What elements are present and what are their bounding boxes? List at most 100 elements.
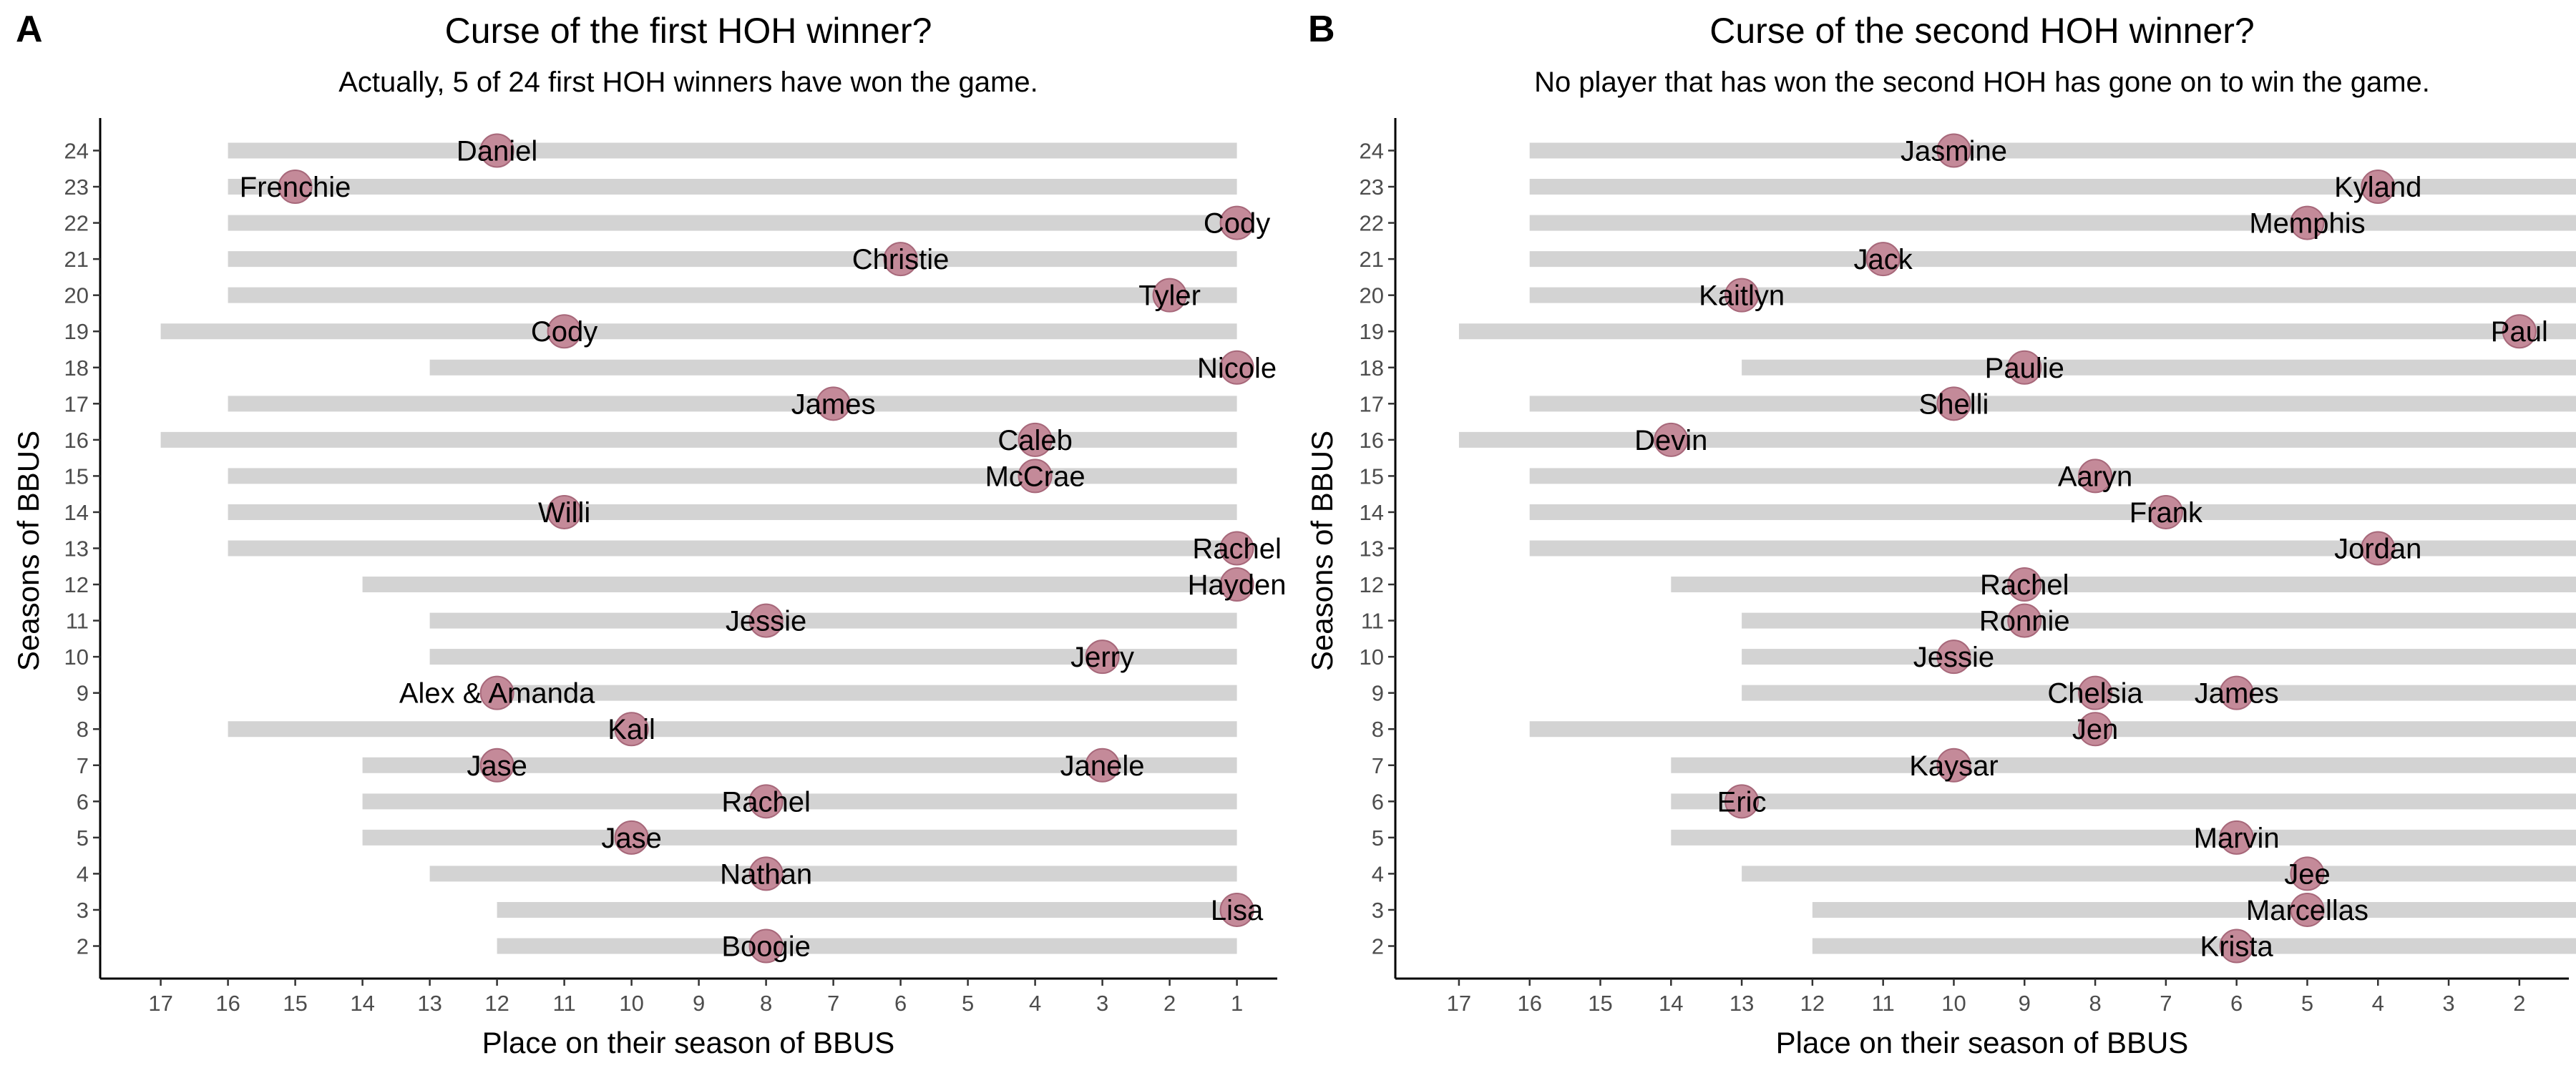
- panel-a-point-17: [1219, 350, 1254, 385]
- panel-b-x-axis-title: Place on their season of BBUS: [1776, 1026, 2189, 1059]
- panel-b-ranges: [1458, 142, 2576, 954]
- panel-a-point-label: Lisa: [1211, 895, 1264, 926]
- panel-b-point-0: [2219, 929, 2254, 964]
- panel-b-point-16: [1936, 386, 1971, 421]
- panel-a-y-tick-label: 3: [77, 898, 89, 923]
- panel-a-y-axis-title: Seasons of BBUS: [11, 431, 45, 671]
- panel-a-x-tick-label: 9: [693, 991, 705, 1016]
- panel-b-y-tick-label: 16: [1360, 428, 1384, 453]
- panel-a-point-8: [479, 675, 514, 710]
- panel-b-y-tick-label: 9: [1372, 681, 1384, 706]
- panel-a-x-tick-label: 16: [215, 991, 240, 1016]
- panel-a-x-tick-label: 17: [148, 991, 172, 1016]
- panel-a-y-tick-label: 8: [77, 717, 89, 742]
- panel-a-x-tick-label: 14: [350, 991, 374, 1016]
- panel-a-point-label: Frenchie: [240, 172, 351, 203]
- panel-a-point-label: Rachel: [721, 786, 811, 818]
- panel-b-letter: B: [1308, 9, 1335, 50]
- panel-a-x-tick-label: 7: [827, 991, 839, 1016]
- panel-b-x-tick-label: 12: [1800, 991, 1825, 1016]
- panel-b-point-label: Rachel: [1980, 569, 2069, 601]
- panel-a-subtitle: Actually, 5 of 24 first HOH winners have…: [338, 67, 1038, 98]
- panel-a-y-tick-label: 5: [77, 825, 89, 851]
- panel-a-point-3: [614, 820, 649, 855]
- panel-a-point-label: Christie: [852, 244, 950, 275]
- panel-b-y-tick-label: 8: [1372, 717, 1384, 742]
- panel-b-point-label: Jessie: [1913, 642, 1994, 673]
- panel-a-x-tick-label: 10: [619, 991, 643, 1016]
- panel-a-point-16: [816, 386, 851, 421]
- panel-b-x-tick-label: 3: [2442, 991, 2454, 1016]
- panel-b-point-2: [2290, 856, 2325, 891]
- panel-a-y-tick-label: 14: [64, 500, 89, 525]
- panel-b-point-label: Marvin: [2194, 823, 2280, 854]
- panel-a-point-2: [748, 856, 784, 891]
- panel-a-x-tick-label: 3: [1096, 991, 1108, 1016]
- panel-a-ranges: [160, 142, 1237, 954]
- panel-b-point-22: [2361, 170, 2396, 205]
- panel-b: B Curse of the second HOH winner? No pla…: [1305, 9, 2576, 1059]
- panel-a-point-7: [614, 712, 649, 747]
- panel-a-x-tick-label: 13: [417, 991, 441, 1016]
- panel-b-point-label: Memphis: [2249, 208, 2365, 240]
- panel-b-y-tick-label: 19: [1360, 319, 1384, 344]
- panel-a-point-5: [479, 748, 514, 783]
- panel-a-point-10: [748, 603, 784, 638]
- panel-b-point-label: Eric: [1717, 786, 1767, 818]
- panel-a-y-tick-label: 6: [77, 789, 89, 814]
- panel-a-y-tick-label: 18: [64, 356, 89, 381]
- panel-a-x-tick-label: 4: [1029, 991, 1041, 1016]
- panel-b-point-label: Paulie: [1985, 353, 2064, 384]
- panel-b-y-tick-label: 10: [1360, 645, 1384, 670]
- panel-b-point-19: [1724, 278, 1760, 313]
- panel-a-x-tick-label: 2: [1163, 991, 1176, 1016]
- panel-b-x-tick-label: 16: [1517, 991, 1541, 1016]
- panel-b-x-tick-label: 10: [1941, 991, 1966, 1016]
- panel-a-x-tick-label: 15: [283, 991, 307, 1016]
- panel-a-point-label: Janele: [1060, 750, 1145, 782]
- panel-a-point-15: [1018, 422, 1053, 457]
- panel-b-point-5: [1936, 748, 1971, 783]
- panel-a-point-label: Boogie: [721, 931, 811, 963]
- panel-a-y-tick-label: 2: [77, 934, 89, 959]
- panel-b-point-label: Paul: [2491, 316, 2548, 348]
- panel-a-y-tick-label: 11: [66, 609, 89, 634]
- panel-a-point-label: Kail: [608, 714, 655, 745]
- panel-a-point-4: [748, 784, 784, 819]
- panel-a-y-tick-label: 10: [64, 645, 89, 670]
- panel-b-x-tick-label: 7: [2160, 991, 2172, 1016]
- panel-b-point-label: Jasmine: [1901, 135, 2007, 167]
- panel-a-x-tick-label: 6: [894, 991, 907, 1016]
- panel-a-point-1: [1219, 892, 1254, 927]
- panel-b-point-18: [2502, 314, 2537, 349]
- panel-a-point-label: Hayden: [1188, 569, 1287, 601]
- panel-b-x-tick-label: 11: [1872, 991, 1895, 1016]
- panel-b-point-9: [1936, 640, 1971, 675]
- panel-b-y-tick-label: 14: [1360, 500, 1384, 525]
- panel-a-point-label: Jessie: [726, 606, 806, 637]
- panel-b-point-label: Kyland: [2334, 172, 2421, 203]
- panel-b-point-label: Jordan: [2334, 534, 2421, 565]
- panel-a-point-13: [547, 494, 582, 529]
- panel-a-point-label: Tyler: [1138, 280, 1201, 312]
- panel-b-point-label: Shelli: [1919, 388, 1989, 420]
- panel-b-y-tick-label: 22: [1360, 211, 1384, 236]
- panel-b-point-label: Frank: [2129, 497, 2203, 529]
- panel-b-point-label: Jee: [2284, 858, 2331, 890]
- panel-b-x-tick-label: 4: [2372, 991, 2384, 1016]
- panel-a-point-20: [883, 242, 918, 277]
- panel-b-point-label: Chelsia: [2047, 678, 2143, 710]
- panel-a-y-tick-label: 9: [77, 681, 89, 706]
- panel-b-x-tick-label: 13: [1729, 991, 1754, 1016]
- panel-b-point-17: [2007, 350, 2042, 385]
- panel-b-points: [1654, 133, 2537, 964]
- panel-a-points: [278, 133, 1254, 964]
- panel-b-point-8: [2219, 675, 2254, 710]
- panel-a-x-tick-label: 8: [760, 991, 772, 1016]
- panel-b-subtitle: No player that has won the second HOH ha…: [1534, 67, 2430, 98]
- panel-b-y-tick-label: 4: [1372, 861, 1384, 886]
- panel-b-point-6: [2078, 712, 2113, 747]
- panel-b-point-label: Marcellas: [2246, 895, 2368, 926]
